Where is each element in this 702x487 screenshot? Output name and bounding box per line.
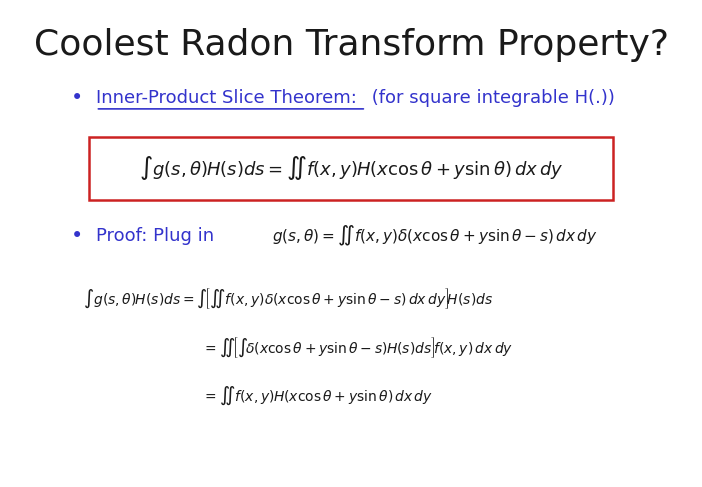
Text: (for square integrable H(.)): (for square integrable H(.)): [366, 89, 615, 107]
Text: Proof: Plug in: Proof: Plug in: [95, 227, 213, 245]
Text: •: •: [71, 88, 84, 108]
Text: Coolest Radon Transform Property?: Coolest Radon Transform Property?: [34, 28, 668, 62]
Text: $= \iint\!\left[\int\!\delta(x\cos\theta + y\sin\theta - s)H(s)ds\right]\!f(x,y): $= \iint\!\left[\int\!\delta(x\cos\theta…: [202, 336, 513, 360]
Text: $= \iint f(x,y)H(x\cos\theta + y\sin\theta)\,dx\,dy$: $= \iint f(x,y)H(x\cos\theta + y\sin\the…: [202, 385, 433, 407]
Text: •: •: [71, 226, 84, 246]
Text: $\int g(s,\theta)H(s)ds = \iint f(x,y)H(x\cos\theta + y\sin\theta)\,dx\,dy$: $\int g(s,\theta)H(s)ds = \iint f(x,y)H(…: [139, 154, 563, 183]
Text: Inner-Product Slice Theorem:: Inner-Product Slice Theorem:: [95, 89, 357, 107]
Text: $g(s,\theta) = \iint f(x,y)\delta(x\cos\theta + y\sin\theta - s)\,dx\,dy$: $g(s,\theta) = \iint f(x,y)\delta(x\cos\…: [272, 224, 598, 248]
Text: $\int g(s,\theta)H(s)ds = \int\!\left[\iint f(x,y)\delta(x\cos\theta + y\sin\the: $\int g(s,\theta)H(s)ds = \int\!\left[\i…: [84, 287, 494, 311]
